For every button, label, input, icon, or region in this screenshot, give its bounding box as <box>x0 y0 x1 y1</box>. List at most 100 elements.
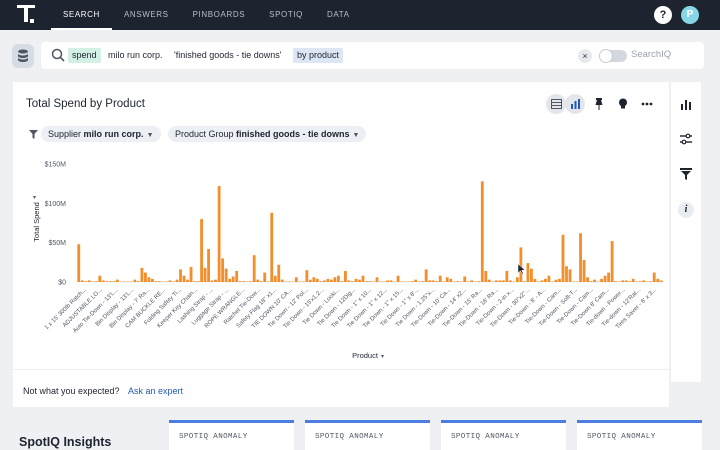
chart-settings-button[interactable] <box>676 129 696 149</box>
bar[interactable] <box>77 244 81 282</box>
bar[interactable] <box>435 281 439 282</box>
bar[interactable] <box>530 268 533 282</box>
bar[interactable] <box>322 280 326 282</box>
bar[interactable] <box>484 270 488 282</box>
bar[interactable] <box>91 281 95 283</box>
bar[interactable] <box>428 280 432 282</box>
bar[interactable] <box>561 234 565 282</box>
bar[interactable] <box>656 278 660 282</box>
bar[interactable] <box>277 264 281 282</box>
bar[interactable] <box>189 267 193 282</box>
anomaly-card[interactable]: SPOTIQ ANOMALY <box>577 420 702 450</box>
bar[interactable] <box>572 281 575 283</box>
bar[interactable] <box>196 281 200 282</box>
bar[interactable] <box>98 275 102 282</box>
bar[interactable] <box>301 281 305 283</box>
bar[interactable] <box>126 281 130 283</box>
bar[interactable] <box>337 275 340 282</box>
bar[interactable] <box>305 270 309 282</box>
bar[interactable] <box>319 281 323 282</box>
bar[interactable] <box>414 279 418 282</box>
bar[interactable] <box>610 241 614 282</box>
anomaly-card[interactable]: SPOTIQ ANOMALY <box>305 420 430 450</box>
bar[interactable] <box>614 281 618 282</box>
search-token-attribute[interactable]: by product <box>293 48 344 63</box>
bar[interactable] <box>477 281 481 282</box>
bar[interactable] <box>203 267 207 282</box>
bar[interactable] <box>501 280 505 282</box>
bar[interactable] <box>137 281 140 282</box>
bar[interactable] <box>445 277 449 282</box>
bar[interactable] <box>515 277 519 282</box>
bar[interactable] <box>151 278 154 282</box>
bar[interactable] <box>140 267 144 282</box>
bar[interactable] <box>400 281 403 283</box>
anomaly-card[interactable]: SPOTIQ ANOMALY <box>441 420 566 450</box>
bar[interactable] <box>214 279 218 282</box>
bar[interactable] <box>393 281 396 283</box>
avatar[interactable]: P <box>681 6 699 24</box>
bar[interactable] <box>652 272 656 282</box>
bar[interactable] <box>224 268 228 282</box>
bar[interactable] <box>347 280 351 282</box>
bar[interactable] <box>533 278 537 282</box>
bar[interactable] <box>298 281 302 283</box>
bar[interactable] <box>231 276 235 282</box>
bar[interactable] <box>129 281 133 283</box>
bar[interactable] <box>417 281 421 283</box>
bar[interactable] <box>526 263 530 282</box>
bar[interactable] <box>642 280 646 282</box>
bar[interactable] <box>80 280 84 282</box>
bar[interactable] <box>270 212 274 282</box>
bar[interactable] <box>312 277 316 282</box>
bar[interactable] <box>512 281 516 283</box>
bar[interactable] <box>249 281 253 282</box>
bar[interactable] <box>284 281 288 283</box>
search-token-supplier[interactable]: milo run corp. <box>108 50 163 60</box>
bar[interactable] <box>294 277 298 282</box>
bar[interactable] <box>168 280 172 282</box>
bar[interactable] <box>470 280 474 282</box>
bar[interactable] <box>87 280 91 282</box>
chart-view-button[interactable] <box>565 94 585 114</box>
bar[interactable] <box>330 279 333 282</box>
bar[interactable] <box>179 269 182 282</box>
ask-expert-link[interactable]: Ask an expert <box>128 386 184 396</box>
nav-data[interactable]: DATA <box>326 10 350 19</box>
bar[interactable] <box>540 280 544 282</box>
bar[interactable] <box>154 281 158 282</box>
spotiq-analyze-button[interactable] <box>613 94 633 114</box>
bar[interactable] <box>431 280 435 282</box>
bar[interactable] <box>344 270 347 282</box>
bar[interactable] <box>596 281 600 283</box>
bar[interactable] <box>421 281 425 282</box>
bar[interactable] <box>607 272 611 282</box>
bar[interactable] <box>600 278 603 282</box>
filters-button[interactable] <box>676 164 696 184</box>
bar[interactable] <box>382 281 386 283</box>
bar[interactable] <box>519 247 523 282</box>
search-bar[interactable]: spend milo run corp. 'finished goods - t… <box>41 42 704 69</box>
info-button[interactable]: i <box>676 200 696 220</box>
searchiq-toggle[interactable] <box>599 49 627 63</box>
bar[interactable] <box>112 281 116 282</box>
more-options-button[interactable] <box>637 94 657 114</box>
bar[interactable] <box>442 281 446 283</box>
bar[interactable] <box>256 279 260 282</box>
bar[interactable] <box>480 181 484 282</box>
bar[interactable] <box>407 281 411 283</box>
bar[interactable] <box>280 279 284 282</box>
y-axis-title[interactable]: Total Spend <box>32 202 41 242</box>
bar[interactable] <box>403 281 407 283</box>
bar[interactable] <box>603 275 607 282</box>
bar[interactable] <box>396 275 400 282</box>
thoughtspot-logo-icon[interactable] <box>17 4 39 26</box>
search-token-measure[interactable]: spend <box>68 48 101 63</box>
bar[interactable] <box>238 281 242 282</box>
bar[interactable] <box>326 278 330 282</box>
nav-answers[interactable]: ANSWERS <box>123 10 169 19</box>
bar[interactable] <box>266 281 270 283</box>
bar[interactable] <box>568 269 572 282</box>
bar[interactable] <box>659 280 663 282</box>
bar[interactable] <box>105 281 109 282</box>
